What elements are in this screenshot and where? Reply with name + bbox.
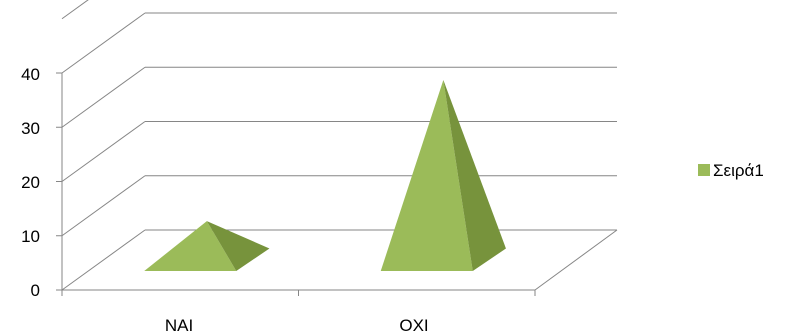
y-tick-label-3: 30 <box>21 119 40 138</box>
pyramid-side-0 <box>206 221 270 271</box>
gridline-side-10 <box>61 175 146 237</box>
y-tick-label-2: 20 <box>21 173 40 192</box>
pyramid-side-1 <box>443 80 506 271</box>
pyramid-front-0 <box>144 221 237 271</box>
legend-label: Σειρά1 <box>713 161 764 180</box>
chart-grid <box>61 0 618 291</box>
gridline-side-0 <box>61 229 146 291</box>
y-tick-label-4: 40 <box>21 65 40 84</box>
chart-labels: 0 10 20 30 40 ΝΑΙ ΟΧΙ <box>21 65 429 335</box>
chart-axes <box>56 72 536 296</box>
x-tick-label-0: ΝΑΙ <box>165 316 193 335</box>
chart-legend: Σειρά1 <box>698 161 764 180</box>
floor-right-edge <box>534 229 618 291</box>
legend-swatch <box>698 164 710 176</box>
y-tick-label-0: 0 <box>31 281 40 300</box>
chart-series <box>144 80 506 271</box>
pyramid-front-1 <box>380 80 473 271</box>
x-tick-label-1: ΟΧΙ <box>399 316 428 335</box>
gridline-side-30 <box>61 66 146 128</box>
gridline-side-40 <box>61 12 146 74</box>
gridline-side-top <box>61 0 89 20</box>
gridline-side-20 <box>61 121 146 182</box>
y-tick-label-1: 10 <box>21 227 40 246</box>
